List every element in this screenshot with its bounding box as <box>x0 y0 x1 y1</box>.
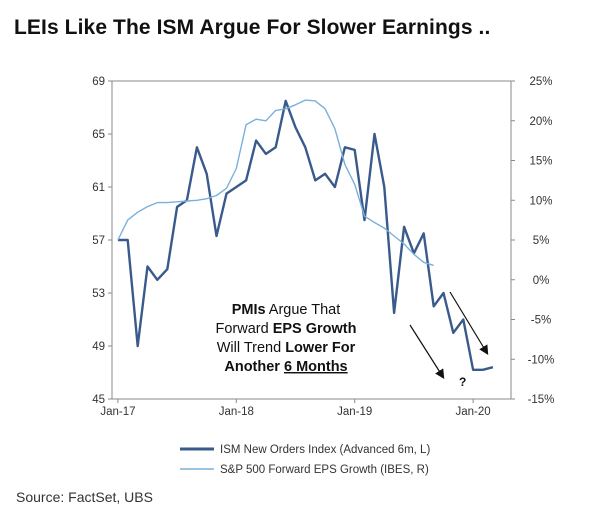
annotation-block: PMIs Argue That Forward EPS Growth Will Tr… <box>215 302 356 375</box>
left-tick-label: 61 <box>92 182 105 194</box>
series-line-ism-new-orders <box>117 99 494 371</box>
x-tick-label: Jan-19 <box>337 406 372 418</box>
annotation-segment: Another <box>224 359 284 375</box>
left-tick-label: 45 <box>92 394 105 406</box>
x-axis: Jan-17 Jan-18 Jan-19 Jan-20 <box>100 399 491 418</box>
source-note: Source: FactSet, UBS <box>16 489 153 505</box>
left-tick-label: 57 <box>92 235 105 247</box>
annotation-segment: Lower For <box>285 340 355 356</box>
series-layer <box>117 99 494 371</box>
right-tick-label: 0% <box>533 275 550 287</box>
right-axis: -15% -10% -5% 0% 5% 10% 15% 20% 25% <box>511 76 554 406</box>
annotation-line: Another 6 Months <box>224 359 347 375</box>
annotation-arrows: ? <box>409 291 489 389</box>
right-tick-label: 25% <box>529 76 552 88</box>
right-tick-label: 20% <box>529 116 552 128</box>
annotation-line: Will Trend Lower For <box>217 340 356 356</box>
legend-label: S&P 500 Forward EPS Growth (IBES, R) <box>220 464 429 476</box>
right-tick-label: -15% <box>528 394 555 406</box>
left-tick-label: 49 <box>92 341 105 353</box>
annotation-segment: EPS Growth <box>273 321 357 337</box>
chart-title: LEIs Like The ISM Argue For Slower Earni… <box>14 16 491 39</box>
right-tick-label: 15% <box>529 156 552 168</box>
annotation-segment: Forward <box>215 321 272 337</box>
x-tick-label: Jan-18 <box>219 406 254 418</box>
right-tick-label: -5% <box>531 315 551 327</box>
question-mark: ? <box>459 375 466 389</box>
arrow-left <box>409 324 445 380</box>
left-tick-label: 69 <box>92 76 105 88</box>
annotation-segment: PMIs <box>232 302 266 318</box>
right-tick-label: -10% <box>528 354 555 366</box>
left-axis: 45 49 53 57 61 65 69 <box>92 76 112 406</box>
right-tick-label: 10% <box>529 195 552 207</box>
series-line-eps-growth <box>117 99 434 267</box>
arrow-right <box>449 291 489 356</box>
left-tick-label: 53 <box>92 288 105 300</box>
annotation-line: Forward EPS Growth <box>215 321 356 337</box>
x-tick-label: Jan-17 <box>100 406 135 418</box>
right-tick-label: 5% <box>533 235 550 247</box>
annotation-line: PMIs Argue That <box>232 302 341 318</box>
x-tick-label: Jan-20 <box>456 406 491 418</box>
legend-label: ISM New Orders Index (Advanced 6m, L) <box>220 444 430 456</box>
left-tick-label: 65 <box>92 129 105 141</box>
annotation-segment: 6 Months <box>284 359 348 375</box>
legend: ISM New Orders Index (Advanced 6m, L) S&P… <box>180 444 430 476</box>
annotation-segment: Argue That <box>266 302 341 318</box>
annotation-segment: Will Trend <box>217 340 286 356</box>
